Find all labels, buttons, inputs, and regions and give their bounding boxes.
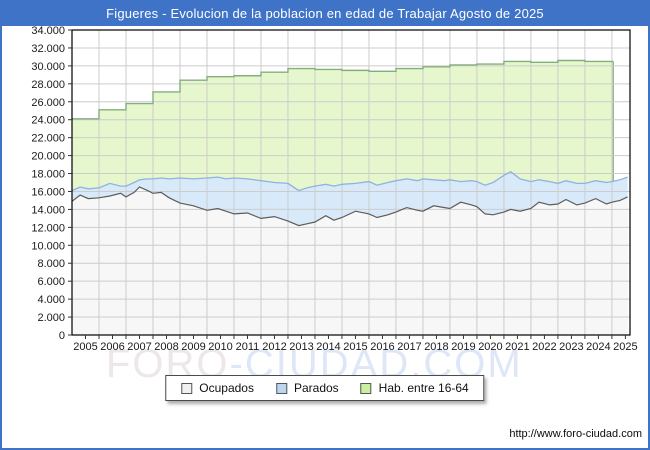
svg-text:12.000: 12.000 <box>31 222 65 234</box>
svg-text:0: 0 <box>59 330 65 342</box>
population-area-chart: 0 2.000 4.000 6.000 8.000 10.000 12.000 14.000 1… <box>31 26 637 353</box>
svg-text:2018: 2018 <box>424 341 448 353</box>
svg-text:2007: 2007 <box>127 341 151 353</box>
svg-text:22.000: 22.000 <box>31 133 65 145</box>
svg-text:8.000: 8.000 <box>37 258 65 270</box>
svg-text:2023: 2023 <box>559 341 583 353</box>
svg-text:2011: 2011 <box>236 341 260 353</box>
svg-text:2020: 2020 <box>478 341 502 353</box>
svg-text:2024: 2024 <box>586 341 610 353</box>
svg-text:2010: 2010 <box>208 341 232 353</box>
svg-text:10.000: 10.000 <box>31 240 65 252</box>
svg-text:28.000: 28.000 <box>31 79 65 91</box>
svg-text:2.000: 2.000 <box>37 312 65 324</box>
svg-text:16.000: 16.000 <box>31 186 65 198</box>
svg-text:2012: 2012 <box>262 341 286 353</box>
svg-text:34.000: 34.000 <box>31 26 65 37</box>
legend-item-ocupados: Ocupados <box>181 381 254 395</box>
svg-text:2015: 2015 <box>343 341 367 353</box>
legend-item-parados: Parados <box>275 381 339 395</box>
svg-text:2022: 2022 <box>532 341 556 353</box>
title-bar: Figueres - Evolucion de la poblacion en … <box>2 2 648 26</box>
svg-text:2017: 2017 <box>397 341 421 353</box>
svg-text:30.000: 30.000 <box>31 61 65 73</box>
svg-text:2021: 2021 <box>505 341 529 353</box>
svg-text:4.000: 4.000 <box>37 294 65 306</box>
svg-text:26.000: 26.000 <box>31 97 65 109</box>
svg-text:20.000: 20.000 <box>31 151 65 163</box>
chart-legend: Ocupados Parados Hab. entre 16-64 <box>165 375 485 401</box>
svg-text:32.000: 32.000 <box>31 43 65 55</box>
svg-text:2025: 2025 <box>613 341 637 353</box>
svg-text:2016: 2016 <box>370 341 394 353</box>
source-url[interactable]: http://www.foro-ciudad.com <box>509 428 642 440</box>
svg-text:2014: 2014 <box>316 341 340 353</box>
svg-text:2019: 2019 <box>451 341 475 353</box>
svg-text:2013: 2013 <box>289 341 313 353</box>
legend-label: Hab. entre 16-64 <box>378 381 469 395</box>
legend-label: Ocupados <box>199 381 254 395</box>
svg-text:6.000: 6.000 <box>37 276 65 288</box>
legend-swatch <box>275 382 287 394</box>
svg-text:2006: 2006 <box>100 341 124 353</box>
svg-text:2008: 2008 <box>154 341 178 353</box>
chart-title: Figueres - Evolucion de la poblacion en … <box>106 6 544 21</box>
legend-label: Parados <box>293 381 339 395</box>
svg-text:2005: 2005 <box>73 341 97 353</box>
svg-text:24.000: 24.000 <box>31 115 65 127</box>
legend-swatch <box>360 382 372 394</box>
svg-text:14.000: 14.000 <box>31 204 65 216</box>
chart-canvas: FORO-CIUDAD.COM 0 2.000 4.000 6.000 8.000 10.… <box>2 26 648 448</box>
legend-item-hab-entre-16-64: Hab. entre 16-64 <box>360 381 469 395</box>
svg-text:18.000: 18.000 <box>31 169 65 181</box>
svg-text:2009: 2009 <box>181 341 205 353</box>
legend-swatch <box>181 382 193 394</box>
